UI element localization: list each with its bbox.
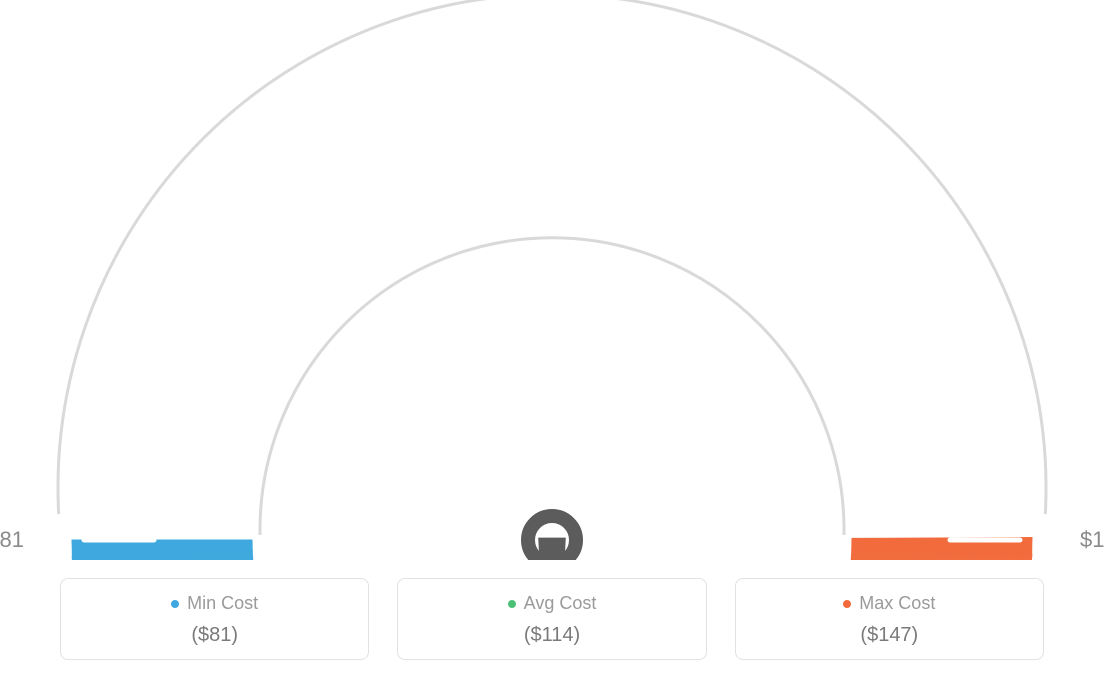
gauge-tick-label: $81 xyxy=(0,527,24,552)
legend-value-min: ($81) xyxy=(61,624,368,647)
legend-label-max: Max Cost xyxy=(859,593,935,614)
legend-dot-max xyxy=(843,600,851,608)
legend-dot-min xyxy=(171,600,179,608)
legend-value-avg: ($114) xyxy=(398,624,705,647)
legend-row: Min Cost ($81) Avg Cost ($114) Max Cost … xyxy=(60,578,1044,660)
legend-label-min: Min Cost xyxy=(187,593,258,614)
legend-label-avg: Avg Cost xyxy=(524,593,597,614)
legend-dot-avg xyxy=(508,600,516,608)
legend-value-max: ($147) xyxy=(736,624,1043,647)
legend-card-max: Max Cost ($147) xyxy=(735,578,1044,660)
legend-card-min: Min Cost ($81) xyxy=(60,578,369,660)
cost-gauge: $81$89$97$114$125$136$147 xyxy=(0,0,1104,560)
legend-card-avg: Avg Cost ($114) xyxy=(397,578,706,660)
gauge-tick-label: $147 xyxy=(1080,527,1104,552)
